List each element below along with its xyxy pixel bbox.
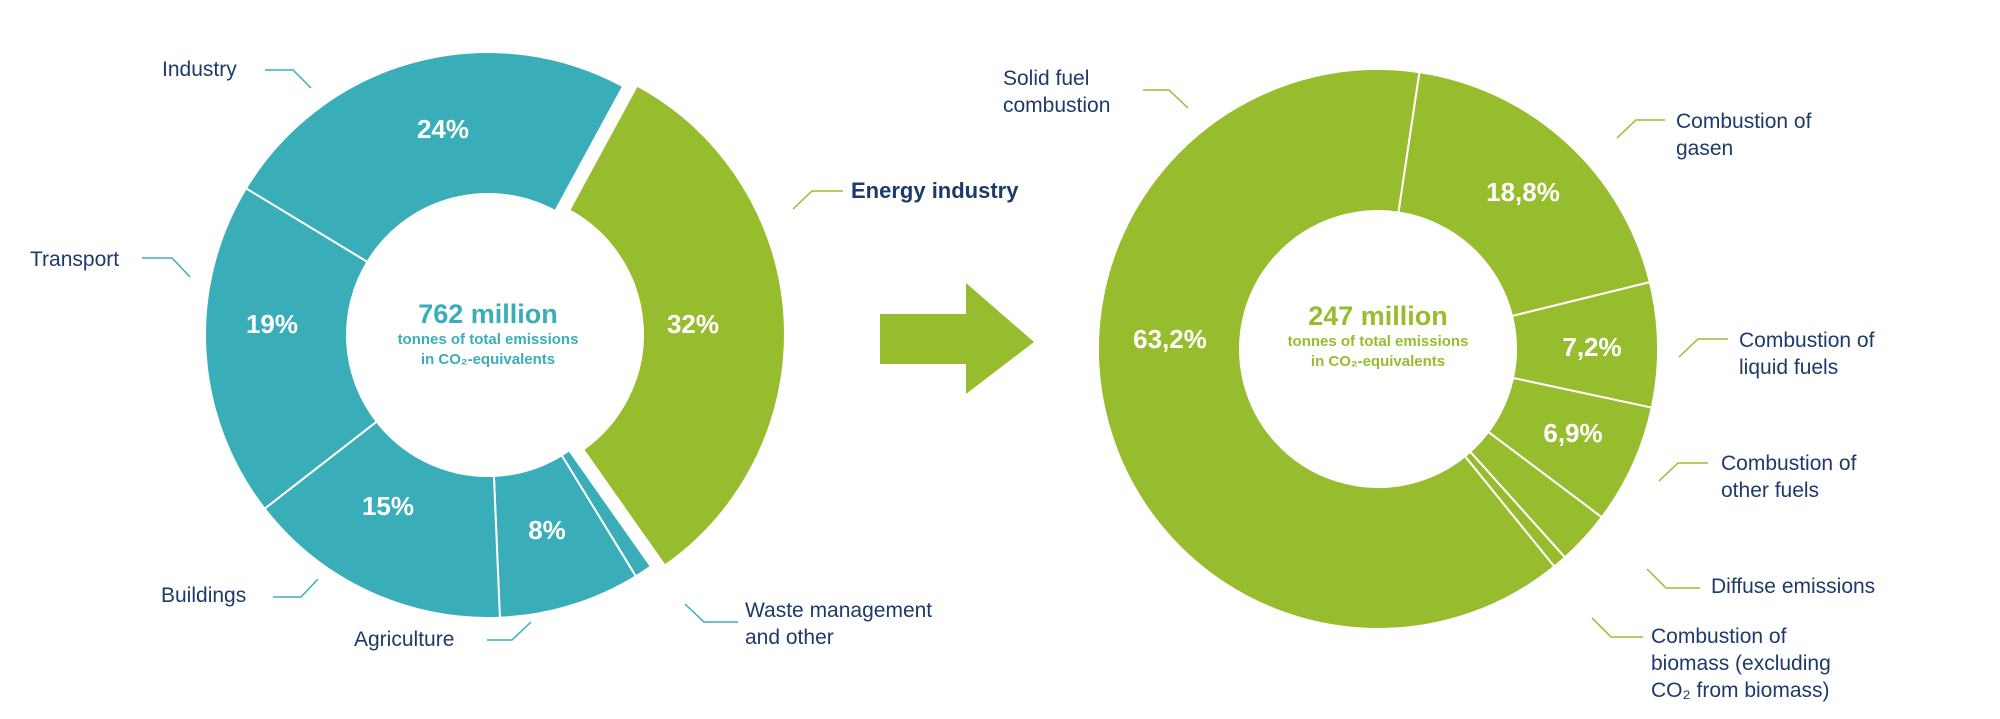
chart2-leader-line (1646, 568, 1700, 589)
chart1-slice (567, 84, 786, 568)
chart2-category-label: Combustion of gasen (1676, 110, 1812, 160)
chart2-pct-label: 63,2% (1133, 324, 1207, 354)
chart2-category-label: Combustion of biomass (excluding CO₂ from … (1651, 625, 1831, 702)
chart1-category-label: Transport (30, 248, 119, 271)
right-arrow-icon (880, 283, 1034, 394)
chart2-category-label: Combustion of other fuels (1721, 452, 1857, 502)
chart1-slice (244, 51, 625, 264)
chart2-leader-line (1658, 462, 1708, 482)
chart2-leader-line (1143, 89, 1189, 109)
chart1-pct-label: 19% (246, 309, 298, 339)
chart1-leader-line (142, 257, 191, 278)
chart1-category-label: Waste management and other (745, 599, 932, 649)
chart2-leader-line (1616, 119, 1665, 139)
chart2-center-total: 247 million (1308, 301, 1448, 331)
chart1-pct-label: 15% (362, 491, 414, 521)
chart1-leader-line (684, 603, 738, 623)
emissions-donut-chart-total: 32% 8% 15% 19% 24% 1% Industry Transport Buildin… (30, 51, 1019, 651)
chart2-category-label: Solid fuel combustion (1003, 67, 1110, 117)
chart2-leader-line (1678, 338, 1728, 358)
chart1-leader-line (273, 578, 319, 598)
right-arrow-shape (880, 283, 1034, 394)
chart1-center-subtitle: in CO₂-equivalents (421, 351, 555, 368)
chart1-center-subtitle: tonnes of total emissions (398, 331, 579, 348)
chart2-center-subtitle: tonnes of total emissions (1288, 333, 1469, 350)
chart2-category-label: Diffuse emissions (1711, 575, 1875, 598)
chart1-slice (263, 420, 501, 619)
chart1-pct-label: 8% (528, 515, 566, 545)
chart1-pct-label: 1% (643, 568, 681, 598)
chart1-category-label: Agriculture (354, 628, 454, 651)
chart2-pct-label: 18,8% (1486, 177, 1560, 207)
chart1-pct-label: 24% (417, 114, 469, 144)
chart2-pct-label: 0,8% (1534, 580, 1593, 610)
chart1-category-label: Energy industry (851, 178, 1019, 203)
chart1-leader-line (487, 621, 532, 641)
chart2-pct-label: 6,9% (1543, 418, 1602, 448)
chart2-slice (1397, 70, 1652, 318)
chart2-pct-label: 3,1% (1588, 533, 1647, 563)
chart2-category-label: Combustion of liquid fuels (1739, 329, 1875, 379)
emissions-donut-chart-energy: 18,8% 7,2% 6,9% 63,2% 3,1% 0,8% Solid fuel comb… (1003, 67, 1875, 702)
chart1-leader-line (792, 190, 843, 210)
chart1-slice (204, 186, 379, 511)
chart2-leader-line (1591, 617, 1643, 638)
chart2-slice (1097, 68, 1556, 630)
chart1-pct-label: 32% (667, 309, 719, 339)
chart1-category-label: Industry (162, 58, 237, 81)
chart2-center-subtitle: in CO₂-equivalents (1311, 353, 1445, 370)
chart2-pct-label: 7,2% (1562, 332, 1621, 362)
chart1-center-total: 762 million (418, 299, 558, 329)
chart1-category-label: Buildings (161, 584, 246, 607)
chart1-leader-line (265, 69, 312, 89)
